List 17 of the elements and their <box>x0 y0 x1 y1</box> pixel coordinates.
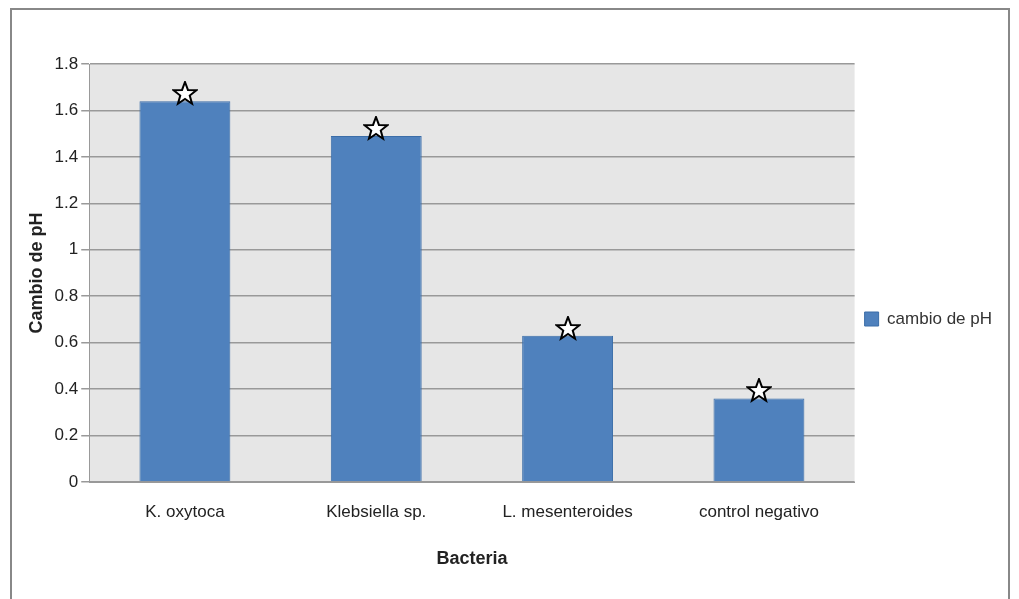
x-tick-label: L. mesenteroides <box>502 501 633 521</box>
x-tick-label: Klebsiella sp. <box>326 501 427 521</box>
y-tick-label: 1.4 <box>54 146 79 166</box>
y-tick-label: 0.6 <box>54 332 79 352</box>
x-axis-title: Bacteria <box>436 548 509 569</box>
y-tick-label: 0.2 <box>54 425 79 445</box>
y-tick-label: 1.2 <box>54 193 79 213</box>
y-axis-title: Cambio de pH <box>25 212 46 334</box>
x-tick-label: control negativo <box>698 501 819 521</box>
x-tick-label: K. oxytoca <box>145 501 226 521</box>
y-tick-label: 0 <box>68 471 79 491</box>
y-tick-label: 1.6 <box>54 100 79 120</box>
y-tick-label: 0.4 <box>54 378 79 398</box>
y-tick-label: 1 <box>68 239 79 259</box>
y-tick-label: 0.8 <box>54 285 79 305</box>
legend-label: cambio de pH <box>887 308 992 328</box>
y-tick-label: 1.8 <box>54 53 79 73</box>
